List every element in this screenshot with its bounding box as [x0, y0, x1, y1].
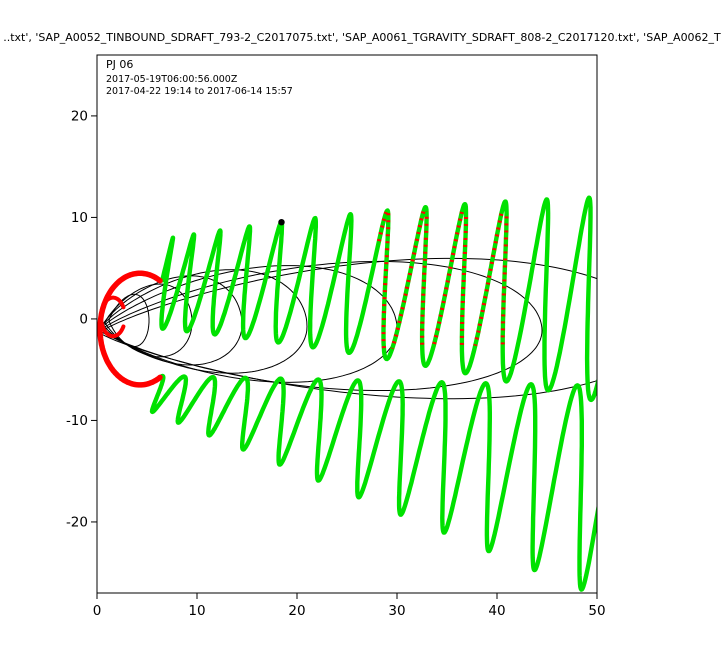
radiation-dotted-overlay — [431, 211, 464, 346]
outbound-trajectory — [149, 373, 597, 592]
plot-frame — [96, 54, 598, 594]
annotation-time-range: 2017-04-22 19:14 to 2017-06-14 15:57 — [106, 86, 293, 97]
x-tick-label: 10 — [188, 603, 205, 619]
annotation-epoch: 2017-05-19T06:00:56.000Z — [106, 74, 238, 85]
y-tick-label: 20 — [71, 108, 88, 124]
radiation-dotted-overlay — [459, 212, 468, 345]
x-tick-label: 20 — [288, 603, 305, 619]
plot-area — [97, 195, 597, 592]
radiation-dotted-overlay — [390, 211, 426, 350]
annotation-block: PJ 06 2017-05-19T06:00:56.000Z 2017-04-2… — [106, 58, 293, 98]
y-tick-label: 0 — [79, 311, 88, 327]
y-tick-label: 10 — [71, 210, 88, 226]
annotation-perijove-label: PJ 06 — [106, 58, 134, 71]
x-tick-label: 30 — [388, 603, 405, 619]
x-tick-label: 40 — [488, 603, 505, 619]
y-tick-label: -10 — [66, 413, 88, 429]
figure-title: ..txt', 'SAP_A0052_TINBOUND_SDRAFT_793-2… — [3, 31, 721, 44]
perijove-arc — [97, 270, 163, 388]
radiation-dotted-overlay — [500, 214, 509, 345]
field-contour — [101, 269, 308, 374]
x-tick-label: 50 — [588, 603, 605, 619]
field-contour — [100, 265, 398, 383]
x-tick-label: 0 — [93, 603, 102, 619]
radiation-dotted-overlay — [420, 211, 429, 345]
trajectory-marker-dot — [278, 219, 285, 226]
inbound-trajectory — [159, 195, 597, 403]
perijove-inner-arc — [99, 295, 126, 339]
field-contour — [98, 257, 597, 400]
radiation-dotted-overlay — [473, 213, 504, 347]
y-tick-label: -20 — [66, 514, 88, 530]
